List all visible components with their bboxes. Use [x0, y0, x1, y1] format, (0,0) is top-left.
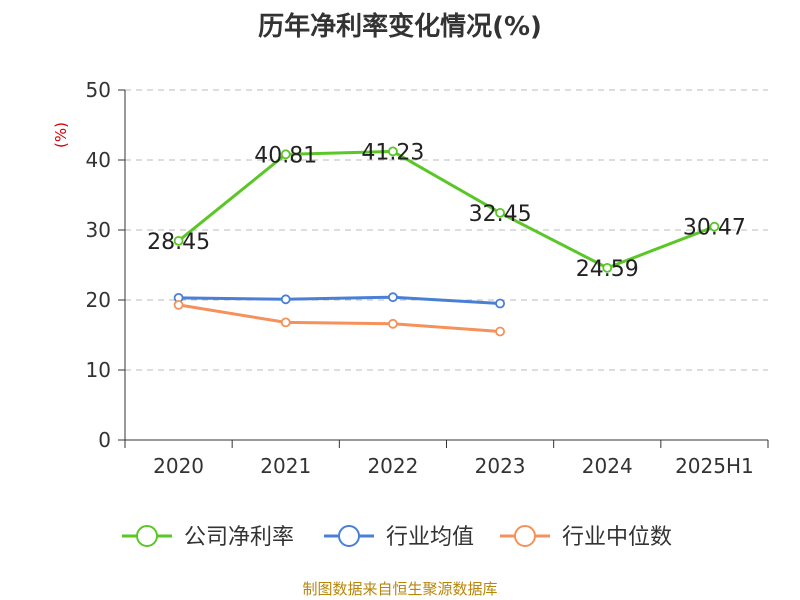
- data-point: [495, 298, 505, 309]
- y-tick-label: 40: [86, 148, 111, 172]
- y-tick-label: 30: [86, 218, 111, 242]
- data-point: [173, 299, 184, 310]
- y-tick-label: 20: [86, 288, 111, 312]
- data-label: 28.45: [147, 230, 210, 255]
- x-tick-label: 2024: [582, 454, 633, 478]
- data-label: 40.81: [254, 143, 317, 168]
- data-point: [388, 146, 398, 157]
- series-line-2: [178, 303, 501, 333]
- legend-label: 行业均值: [386, 525, 474, 550]
- data-point: [602, 262, 613, 273]
- data-label: 24.59: [576, 257, 639, 282]
- legend-label: 公司净利率: [184, 525, 294, 550]
- series-line-0: [177, 149, 715, 270]
- data-label: 41.23: [361, 140, 424, 165]
- y-tick-label: 50: [86, 78, 111, 102]
- legend-marker: [136, 525, 158, 547]
- legend-marker: [514, 525, 536, 547]
- x-tick-label: 2025H1: [675, 454, 754, 478]
- y-tick-label: 0: [98, 428, 111, 452]
- data-label: 30.47: [683, 216, 746, 241]
- series-line-1: [178, 295, 501, 305]
- data-point: [495, 207, 505, 218]
- data-point: [388, 318, 398, 329]
- data-point: [280, 149, 291, 160]
- x-tick-label: 2021: [260, 454, 311, 478]
- data-source-note: 制图数据来自恒生聚源数据库: [302, 580, 498, 598]
- x-tick-label: 2020: [153, 454, 204, 478]
- data-point: [173, 235, 184, 246]
- data-point: [280, 317, 291, 328]
- x-tick-label: 2023: [475, 454, 526, 478]
- legend-label: 行业中位数: [562, 525, 672, 550]
- data-label: 32.45: [469, 202, 532, 227]
- y-tick-label: 10: [86, 358, 111, 382]
- x-tick-label: 2022: [367, 454, 418, 478]
- data-point: [280, 294, 291, 305]
- data-point: [709, 221, 720, 232]
- legend-marker: [338, 525, 360, 547]
- data-point: [388, 292, 398, 303]
- chart-title: 历年净利率变化情况(%): [258, 12, 542, 42]
- data-point: [495, 326, 505, 337]
